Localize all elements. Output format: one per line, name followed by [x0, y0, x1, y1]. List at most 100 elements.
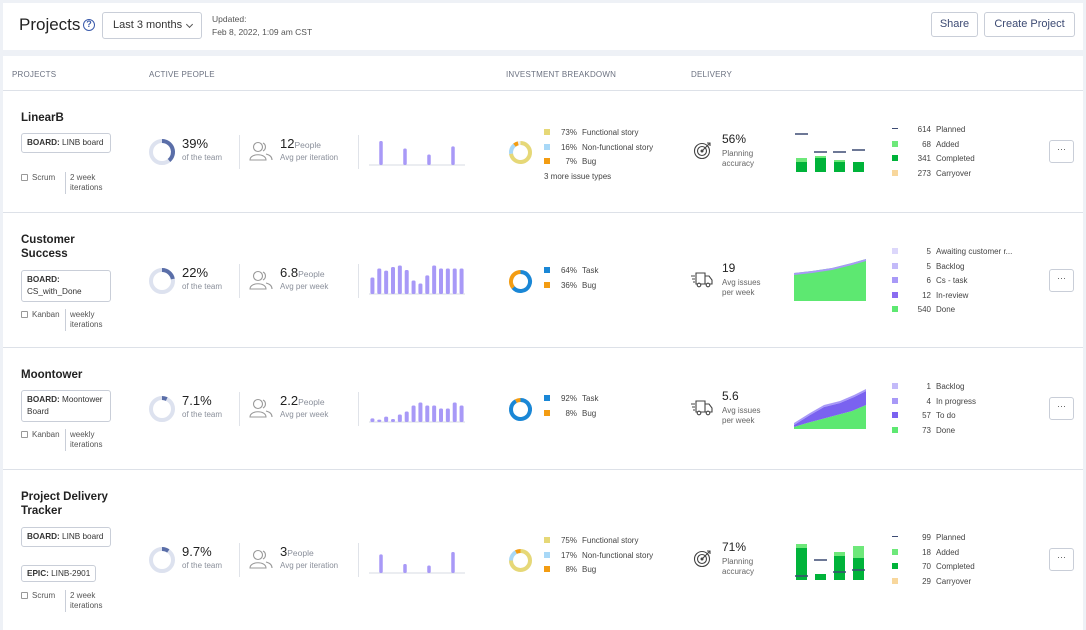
investment-label: Non-functional story: [582, 550, 654, 560]
board-tag: BOARD: LINB board: [21, 133, 111, 153]
board-label: BOARD:: [27, 395, 60, 404]
active-percent: 22%: [182, 265, 209, 280]
investment-label: Bug: [582, 565, 597, 574]
delivery-chart: [794, 259, 866, 301]
row-more-button[interactable]: ···: [1049, 269, 1074, 292]
project-row[interactable]: Project Delivery Tracker BOARD: LINB boar…: [3, 470, 1083, 630]
legend-swatch: [892, 535, 898, 537]
investment-percent: 75%: [560, 536, 577, 545]
investment-label: Functional story: [582, 128, 639, 137]
delivery-status-label: In-review: [936, 290, 969, 300]
legend-swatch: [892, 248, 898, 254]
people-bar: [403, 148, 407, 165]
investment-label: Bug: [582, 280, 597, 290]
project-name[interactable]: Project Delivery Tracker: [21, 491, 108, 517]
divider: [358, 543, 359, 577]
delivery-status-label: Carryover: [936, 168, 972, 178]
delivery-count: 540: [917, 305, 931, 314]
ring-segment: [513, 141, 519, 147]
board-tag: BOARD: CS_with_Done: [21, 270, 111, 302]
people-bar: [425, 275, 430, 294]
methodology-icon: [21, 431, 28, 438]
active-percent: 7.1%: [182, 393, 212, 408]
methodology-icon: [21, 592, 28, 599]
delivery-status-label: Awaiting customer r...: [936, 247, 1013, 256]
legend-swatch: [892, 383, 898, 389]
people-bar: [445, 408, 450, 422]
investment-item: 17% Non-functional story: [544, 549, 653, 564]
project-name[interactable]: LinearB: [21, 112, 64, 124]
people-bar: [451, 146, 455, 165]
people-bar: [384, 270, 389, 294]
more-issue-types-link[interactable]: 3 more issue types: [544, 171, 612, 181]
row-more-button[interactable]: ···: [1049, 140, 1074, 163]
people-word: People: [298, 397, 325, 407]
delivery-value: 56%: [722, 132, 747, 146]
investment-item: 73% Functional story: [544, 126, 653, 141]
people-bar: [411, 405, 416, 422]
added-bar: [834, 160, 845, 162]
delivery-legend-item: 70 Completed: [892, 560, 975, 575]
methodology-icon: [21, 311, 28, 318]
legend-swatch: [544, 409, 550, 416]
project-name[interactable]: Customer Success: [21, 234, 75, 260]
active-people-ring: [149, 139, 175, 165]
divider: [239, 392, 240, 426]
divider: [65, 172, 66, 194]
added-bar: [796, 158, 807, 162]
legend-swatch: [544, 129, 550, 135]
delivery-legend-item: 18 Added: [892, 546, 975, 561]
completed-bar: [796, 162, 807, 172]
divider: [3, 90, 1083, 91]
project-name[interactable]: Moontower: [21, 369, 83, 381]
delivery-count: 29: [922, 576, 931, 586]
delivery-label: Planning accuracy: [722, 149, 755, 168]
project-row[interactable]: Moontower BOARD: Moontower Board Kanban wee…: [3, 348, 1083, 470]
delivery-status-label: Cs - task: [936, 276, 968, 285]
board-label: BOARD:: [27, 532, 60, 541]
legend-swatch: [892, 291, 898, 298]
row-more-button[interactable]: ···: [1049, 548, 1074, 571]
project-row[interactable]: LinearB BOARD: LINB board Scrum 2 week iter…: [3, 91, 1083, 213]
delivery-count: 6: [926, 276, 931, 285]
epic-value: LINB-2901: [51, 569, 91, 578]
investment-legend: 73% Functional story 16% Non-functional sto…: [544, 126, 653, 184]
target-icon: [693, 142, 711, 160]
divider: [65, 590, 66, 612]
delivery-chart: [795, 544, 865, 580]
help-icon[interactable]: ?: [83, 19, 95, 31]
methodology-label: Scrum: [32, 173, 56, 182]
delivery-legend-item: 57 To do: [892, 409, 976, 424]
people-trend-chart: [369, 265, 465, 295]
project-row[interactable]: Customer Success BOARD: CS_with_Done Kanba…: [3, 213, 1083, 348]
date-range-dropdown[interactable]: Last 3 months: [102, 12, 202, 39]
delivery-legend-item: 73 Done: [892, 424, 976, 439]
people-bar: [403, 564, 407, 573]
delivery-count: 341: [917, 154, 931, 163]
delivery-status-label: Planned: [936, 125, 966, 134]
delivery-chart: [794, 389, 866, 429]
iterations-label: weekly iterations: [70, 430, 103, 449]
legend-swatch: [892, 277, 898, 283]
people-value: 6.8: [280, 265, 299, 280]
board-value: LINB board: [62, 532, 104, 541]
delivery-count: 73: [922, 425, 931, 435]
done-area: [794, 405, 866, 429]
ring-segment: [509, 141, 532, 164]
investment-item: 36% Bug: [544, 279, 598, 294]
active-percent: 39%: [182, 136, 209, 151]
legend-swatch: [544, 537, 550, 543]
share-button[interactable]: Share: [931, 12, 978, 37]
delivery-count: 57: [922, 411, 931, 420]
board-value: LINB board: [62, 138, 104, 147]
legend-swatch: [892, 155, 898, 161]
legend-swatch: [544, 281, 550, 288]
ring-segment: [509, 143, 516, 154]
board-label: BOARD:: [27, 138, 60, 147]
column-header-projects: PROJECTS: [12, 70, 57, 79]
people-trend-chart: [369, 402, 465, 423]
create-project-button[interactable]: Create Project: [984, 12, 1075, 37]
ring-track: [149, 547, 175, 573]
target-icon: [693, 550, 711, 568]
row-more-button[interactable]: ···: [1049, 397, 1074, 420]
